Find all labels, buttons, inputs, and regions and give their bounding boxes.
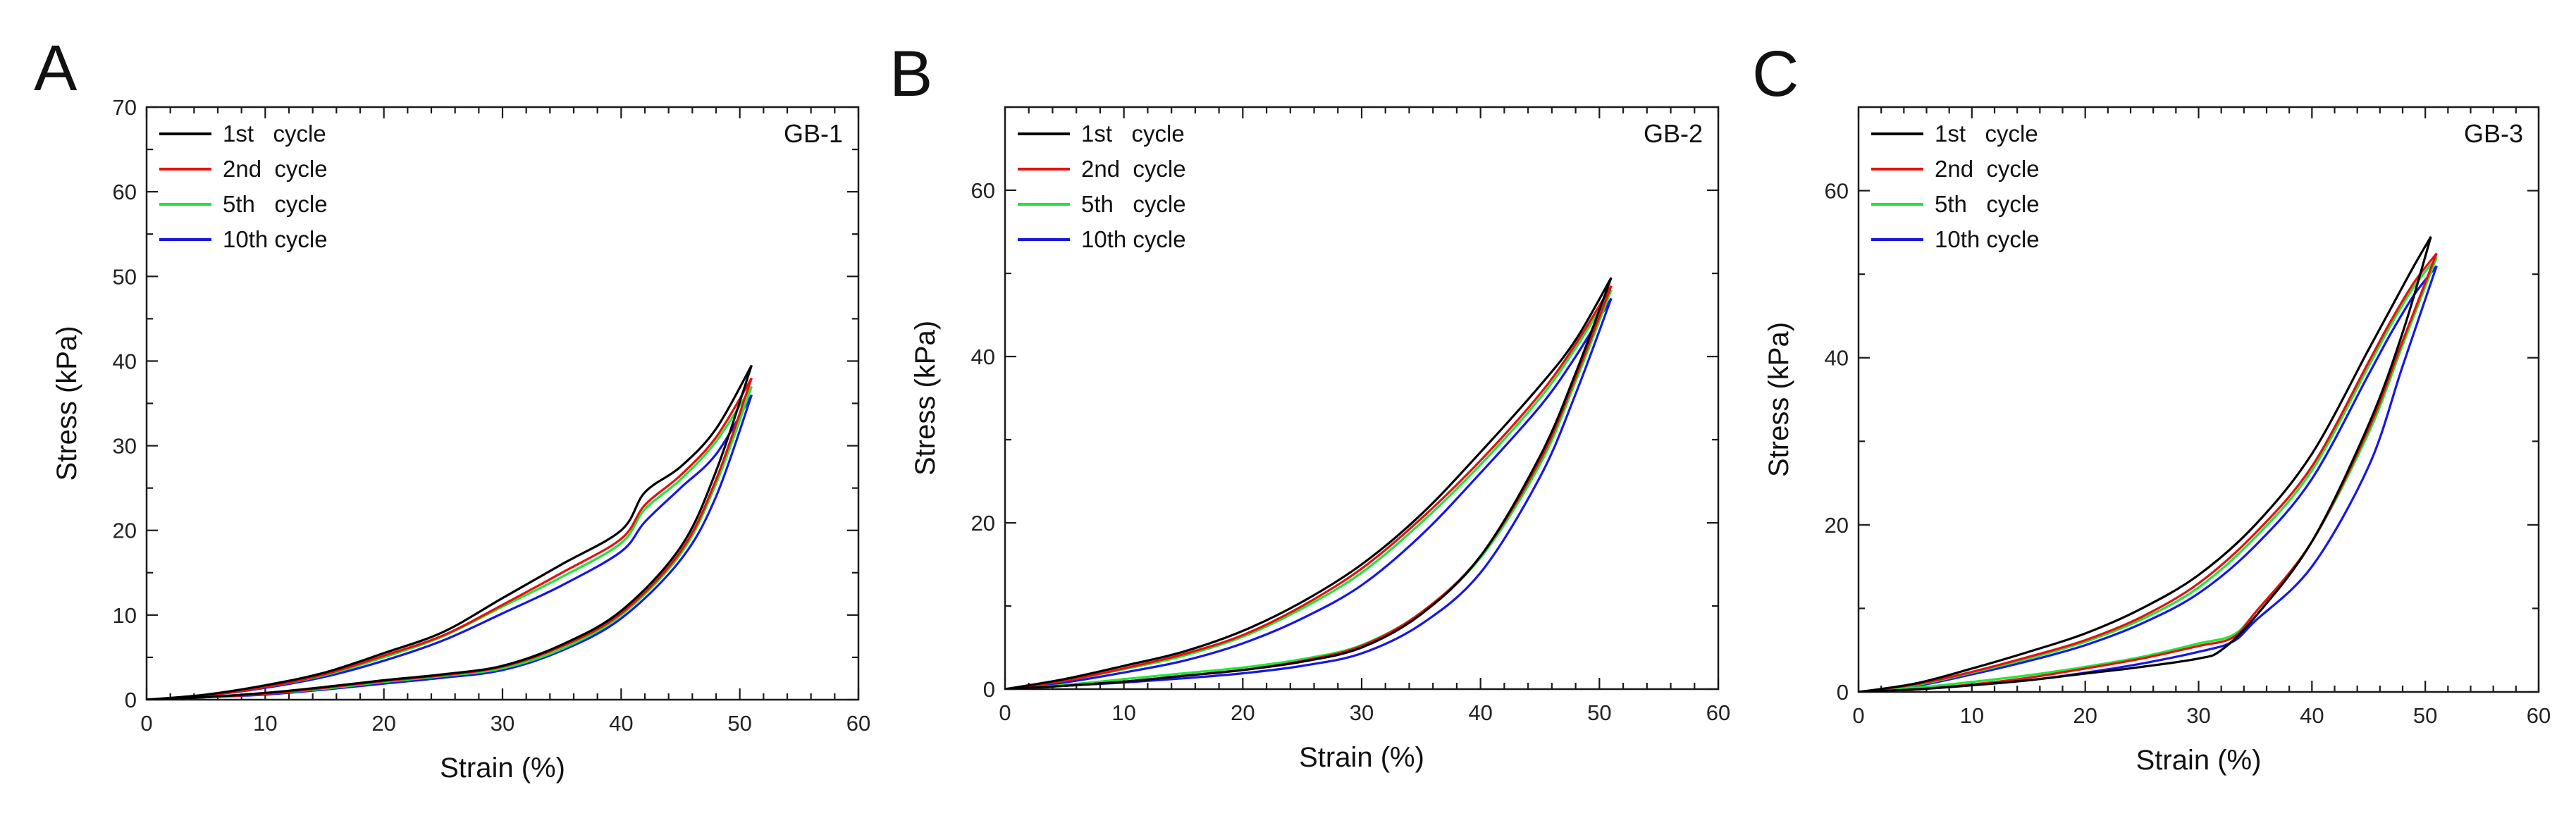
y-tick-label: 60	[1825, 179, 1849, 204]
legend-label: 10th cycle	[1935, 226, 2040, 252]
y-axis-title: Stress (kPa)	[51, 326, 82, 481]
x-tick-label: 40	[1468, 700, 1492, 725]
series-line-5th-cycle-unloading	[147, 385, 753, 700]
x-tick-label: 40	[2300, 703, 2324, 728]
series-group	[1005, 277, 1613, 689]
legend-label: 1st cycle	[223, 120, 326, 147]
y-axis-title: Stress (kPa)	[1763, 322, 1794, 477]
series-line-1st-cycle-unloading	[147, 364, 753, 700]
y-tick-label: 50	[113, 264, 137, 289]
series-line-2nd-cycle-loading	[1005, 285, 1613, 689]
panel-letter: C	[1752, 38, 1799, 110]
x-tick-label: 20	[371, 711, 395, 736]
series-line-5th-cycle-unloading	[1005, 289, 1613, 689]
series-line-10th-cycle-loading	[147, 394, 753, 700]
x-tick-label: 60	[846, 711, 870, 736]
y-tick-label: 60	[113, 180, 137, 204]
y-tick-label: 0	[1837, 680, 1849, 705]
x-tick-label: 50	[1587, 700, 1611, 725]
sample-label: GB-2	[1644, 119, 1703, 148]
legend: 1st cycle 2nd cycle 5th cycle 10th cycle	[1018, 120, 1186, 252]
series-line-5th-cycle-loading	[1005, 290, 1613, 689]
legend-label: 5th cycle	[1081, 191, 1186, 217]
y-tick-label: 20	[1825, 513, 1849, 538]
x-tick-label: 0	[140, 711, 152, 736]
y-tick-label: 20	[113, 519, 137, 543]
x-tick-label: 40	[609, 711, 633, 736]
x-tick-label: 30	[491, 711, 514, 736]
y-tick-label: 40	[1825, 346, 1849, 371]
legend-label: 10th cycle	[1081, 226, 1186, 252]
panel-letter: A	[34, 32, 78, 104]
x-tick-label: 50	[727, 711, 751, 736]
series-line-2nd-cycle-unloading	[1005, 285, 1613, 689]
y-tick-label: 40	[971, 345, 995, 369]
y-tick-label: 10	[113, 603, 137, 628]
y-axis-title: Stress (kPa)	[910, 321, 941, 476]
x-tick-label: 0	[1852, 703, 1864, 728]
series-line-5th-cycle-loading	[1859, 256, 2438, 692]
series-line-1st-cycle-loading	[147, 364, 753, 700]
series-line-1st-cycle-unloading	[1859, 235, 2432, 692]
legend-label: 5th cycle	[1935, 191, 2040, 217]
series-line-1st-cycle-loading	[1859, 236, 2432, 692]
sample-label: GB-1	[784, 119, 843, 148]
series-line-5th-cycle-unloading	[1859, 256, 2438, 692]
series-group	[147, 364, 753, 700]
sample-label: GB-3	[2464, 119, 2523, 148]
chart-panel-b: B 0 10 20 30 40 50 60 0 20 40 60 Strain (%) Stress (k…	[889, 38, 1730, 773]
chart-panel-a: A 0 10 20 30 40 50 60 0 10 20 30 40 50 60 70 Strain (%) S…	[34, 32, 870, 784]
y-tick-label: 30	[113, 434, 137, 459]
x-axis-title: Strain (%)	[2136, 745, 2262, 776]
series-line-10th-cycle-unloading	[1005, 297, 1613, 689]
panel-letter: B	[889, 38, 932, 110]
x-tick-label: 60	[1706, 700, 1730, 725]
x-tick-label: 30	[2186, 703, 2210, 728]
series-line-10th-cycle-loading	[1859, 265, 2438, 692]
legend-label: 2nd cycle	[1935, 156, 2040, 182]
y-tick-label: 0	[125, 688, 137, 712]
chart-panel-c: C 0 10 20 30 40 50 60 0 20 40 60 Strain (%) Stress (k…	[1752, 38, 2551, 776]
x-tick-label: 30	[1350, 700, 1374, 725]
x-tick-label: 50	[2413, 703, 2437, 728]
y-tick-label: 0	[983, 677, 995, 702]
x-tick-label: 10	[253, 711, 277, 736]
series-line-10th-cycle-unloading	[147, 394, 753, 700]
series-line-10th-cycle-unloading	[1859, 265, 2438, 692]
legend: 1st cycle 2nd cycle 5th cycle 10th cycle	[1871, 120, 2040, 252]
series-group	[1859, 235, 2438, 692]
legend-label: 10th cycle	[223, 226, 328, 252]
x-tick-label: 0	[999, 700, 1011, 725]
y-tick-label: 40	[113, 349, 137, 373]
legend-label: 2nd cycle	[223, 156, 328, 182]
x-tick-label: 10	[1960, 703, 1984, 728]
series-line-1st-cycle-loading	[1005, 277, 1613, 689]
legend-label: 1st cycle	[1935, 120, 2038, 147]
x-tick-label: 60	[2527, 703, 2551, 728]
x-tick-label: 10	[1111, 700, 1135, 725]
series-line-2nd-cycle-loading	[147, 377, 753, 700]
x-axis-title: Strain (%)	[1299, 742, 1424, 773]
x-tick-label: 20	[1231, 700, 1255, 725]
legend-label: 2nd cycle	[1081, 156, 1186, 182]
legend-label: 1st cycle	[1081, 120, 1185, 147]
x-axis-title: Strain (%)	[440, 753, 565, 784]
legend-label: 5th cycle	[223, 191, 328, 217]
series-line-1st-cycle-unloading	[1005, 277, 1613, 689]
x-tick-label: 20	[2073, 703, 2097, 728]
legend: 1st cycle 2nd cycle 5th cycle 10th cycle	[159, 120, 328, 252]
series-line-2nd-cycle-unloading	[1859, 252, 2438, 692]
series-line-5th-cycle-loading	[147, 385, 753, 700]
y-tick-label: 20	[971, 511, 995, 536]
series-line-2nd-cycle-unloading	[147, 377, 753, 700]
y-tick-label: 60	[971, 178, 995, 203]
y-tick-label: 70	[113, 95, 137, 120]
